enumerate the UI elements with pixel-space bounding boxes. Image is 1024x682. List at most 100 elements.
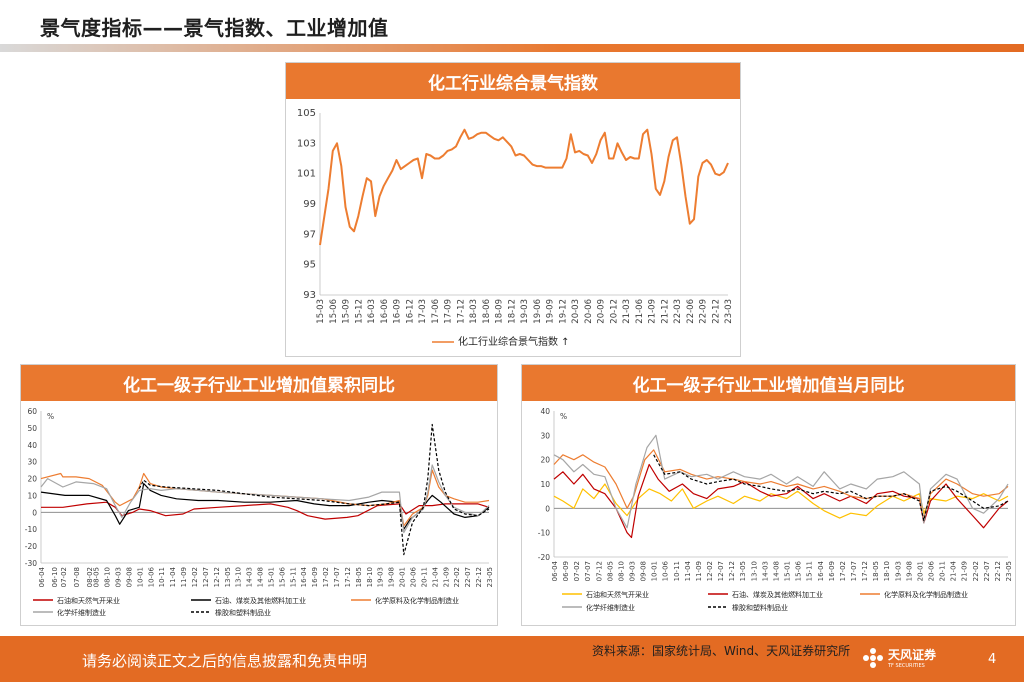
legend-label: 石油、煤炭及其他燃料加工业 bbox=[732, 590, 823, 599]
x-tick-label: 22-02 bbox=[453, 567, 461, 587]
series-line-3 bbox=[553, 449, 1009, 519]
x-tick-label: 20-06 bbox=[410, 566, 418, 587]
legend-label: 石油和天然气开采业 bbox=[586, 590, 649, 599]
x-tick-label: 18-10 bbox=[366, 567, 374, 587]
x-tick-label: 07-12 bbox=[595, 561, 603, 581]
x-tick-label: 09-08 bbox=[640, 561, 648, 581]
series-line-5 bbox=[138, 423, 490, 556]
x-tick-label: 22-02 bbox=[972, 561, 980, 581]
x-tick-label: 15-06 bbox=[795, 560, 803, 581]
x-tick-label: 21-04 bbox=[950, 560, 958, 581]
x-tick-label: 13-05 bbox=[739, 561, 747, 581]
x-tick-label: 12-07 bbox=[202, 567, 210, 587]
x-tick-label: 20-01 bbox=[399, 567, 407, 587]
x-tick-label: 15-11 bbox=[806, 561, 814, 581]
y-tick-label: 0 bbox=[545, 504, 550, 513]
x-tick-label: 13-05 bbox=[224, 567, 232, 587]
series-line-4 bbox=[40, 464, 490, 534]
x-tick-label: 20-06 bbox=[584, 299, 594, 324]
x-tick-label: 15-06 bbox=[329, 299, 339, 324]
series-line-2 bbox=[553, 463, 1009, 539]
legend-label: 橡胶和塑料制品业 bbox=[732, 603, 788, 612]
x-tick-label: 18-03 bbox=[469, 299, 479, 324]
x-tick-label: 22-09 bbox=[699, 299, 709, 324]
x-tick-label: 16-09 bbox=[828, 561, 836, 581]
x-tick-label: 20-01 bbox=[916, 561, 924, 581]
x-tick-label: 17-02 bbox=[322, 567, 330, 587]
x-tick-label: 19-03 bbox=[894, 561, 902, 581]
x-tick-label: 11-09 bbox=[180, 567, 188, 587]
x-tick-label: 19-12 bbox=[558, 299, 568, 324]
x-tick-label: 06-10 bbox=[51, 567, 59, 587]
x-tick-label: 11-04 bbox=[169, 566, 177, 587]
y-tick-label: 20 bbox=[27, 475, 37, 484]
legend-label: 化学原料及化学制品制造业 bbox=[884, 590, 968, 599]
y-tick-label: 20 bbox=[540, 456, 550, 465]
x-tick-label: 13-10 bbox=[235, 567, 243, 587]
x-tick-label: 12-07 bbox=[717, 561, 725, 581]
x-tick-label: 19-06 bbox=[533, 299, 543, 324]
y-tick-label: -30 bbox=[25, 559, 37, 568]
x-tick-label: 10-11 bbox=[673, 561, 681, 581]
footer-disclaimer: 请务必阅读正文之后的信息披露和免责申明 bbox=[82, 652, 368, 670]
logo-text: 天风证券 bbox=[888, 648, 937, 662]
page-number: 4 bbox=[988, 652, 997, 667]
y-tick-label: 10 bbox=[540, 480, 550, 489]
x-tick-label: 12-02 bbox=[706, 561, 714, 581]
company-logo: 天风证券 TF SECURITIES bbox=[862, 646, 936, 669]
legend-label: 化工行业综合景气指数 ↑ bbox=[458, 335, 570, 348]
x-tick-label: 21-06 bbox=[635, 299, 645, 324]
x-tick-label: 08-05 bbox=[93, 567, 101, 587]
x-tick-label: 19-09 bbox=[546, 299, 556, 324]
x-tick-label: 15-01 bbox=[267, 567, 275, 587]
x-tick-label: 22-07 bbox=[464, 567, 472, 587]
x-tick-label: 16-12 bbox=[405, 299, 415, 324]
y-tick-label: 30 bbox=[540, 431, 550, 440]
x-tick-label: 22-06 bbox=[686, 299, 696, 324]
x-tick-label: 10-11 bbox=[158, 567, 166, 587]
x-tick-label: 19-03 bbox=[377, 567, 385, 587]
y-tick-label: -20 bbox=[538, 553, 550, 562]
flower-logo-icon bbox=[863, 647, 883, 668]
title-rule bbox=[0, 44, 1024, 52]
x-tick-label: 16-09 bbox=[393, 299, 403, 324]
series-line-2 bbox=[40, 483, 490, 530]
x-tick-label: 16-06 bbox=[380, 299, 390, 324]
source-note: 资料来源：国家统计局、Wind、天风证券研究所 bbox=[592, 644, 851, 658]
legend-label: 石油和天然气开采业 bbox=[57, 596, 120, 605]
x-tick-label: 09-08 bbox=[125, 567, 133, 587]
x-tick-label: 19-08 bbox=[905, 561, 913, 581]
x-tick-label: 18-06 bbox=[482, 299, 492, 324]
x-tick-label: 14-03 bbox=[246, 567, 254, 587]
x-tick-label: 21-09 bbox=[648, 299, 658, 324]
x-tick-label: 23-05 bbox=[486, 567, 494, 587]
x-tick-label: 22-12 bbox=[994, 561, 1002, 581]
y-tick-label: -20 bbox=[25, 542, 37, 551]
x-tick-label: 18-12 bbox=[507, 299, 517, 324]
y-tick-label: 50 bbox=[27, 424, 37, 433]
x-tick-label: 21-03 bbox=[622, 299, 632, 324]
series-line-4 bbox=[553, 434, 1009, 529]
x-tick-label: 21-12 bbox=[660, 299, 670, 324]
chart-panel-composite-index: 化工行业综合景气指数 93 95 97 99 101 103 105 15-03 15-06 15… bbox=[285, 62, 741, 357]
x-tick-label: 21-09 bbox=[442, 567, 450, 587]
x-tick-label: 20-03 bbox=[571, 299, 581, 324]
legend-label: 橡胶和塑料制品业 bbox=[215, 608, 271, 617]
chart-title: 化工一级子行业工业增加值累积同比 bbox=[21, 365, 497, 401]
x-tick-label: 16-04 bbox=[300, 566, 308, 587]
x-tick-label: 12-12 bbox=[213, 567, 221, 587]
x-tick-label: 08-10 bbox=[617, 561, 625, 581]
y-tick-label: 103 bbox=[297, 138, 316, 149]
legend-label: 化学原料及化学制品制造业 bbox=[375, 596, 459, 605]
x-tick-label: 16-03 bbox=[367, 299, 377, 324]
series-line-3 bbox=[40, 469, 490, 527]
x-tick-label: 07-08 bbox=[73, 567, 81, 587]
legend-label: 化学纤维制造业 bbox=[57, 608, 106, 617]
x-tick-label: 15-12 bbox=[354, 299, 364, 324]
y-tick-label: 99 bbox=[303, 199, 316, 210]
x-tick-label: 23-03 bbox=[724, 299, 734, 324]
x-tick-label: 18-10 bbox=[883, 561, 891, 581]
unit-label: % bbox=[47, 412, 54, 421]
y-tick-label: 60 bbox=[27, 407, 37, 416]
